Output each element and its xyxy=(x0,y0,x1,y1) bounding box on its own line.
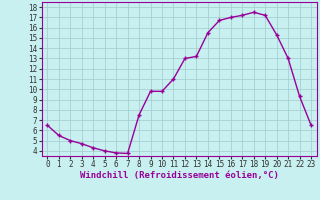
X-axis label: Windchill (Refroidissement éolien,°C): Windchill (Refroidissement éolien,°C) xyxy=(80,171,279,180)
